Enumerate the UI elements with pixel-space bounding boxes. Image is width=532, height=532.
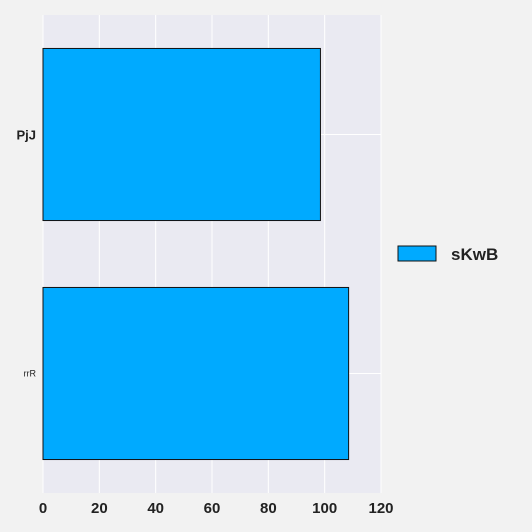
y-tick-label: rrR bbox=[24, 369, 37, 379]
bar-rrR bbox=[42, 286, 350, 461]
x-tick-label: 40 bbox=[147, 500, 164, 517]
y-tick-label: PjJ bbox=[16, 128, 36, 143]
legend-label: sKwB bbox=[451, 245, 498, 264]
x-tick-label: 20 bbox=[91, 500, 108, 517]
x-tick-label: 0 bbox=[39, 500, 47, 517]
x-tick-label: 120 bbox=[368, 500, 393, 517]
bar-layer bbox=[42, 47, 350, 461]
x-tick-label: 100 bbox=[312, 500, 337, 517]
x-tick-label: 80 bbox=[260, 500, 277, 517]
legend: sKwB bbox=[397, 245, 498, 264]
axis-layer: 0 20 40 60 80 100 120 PjJ rrR bbox=[16, 128, 393, 518]
legend-swatch bbox=[397, 245, 437, 262]
x-tick-label: 60 bbox=[204, 500, 221, 517]
bar-PjJ bbox=[42, 47, 321, 222]
